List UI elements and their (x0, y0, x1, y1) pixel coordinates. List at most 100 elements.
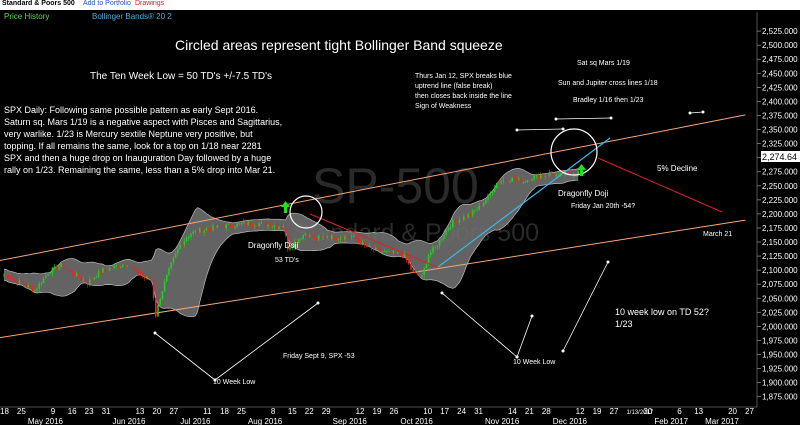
price-tick-label: 1,975.000 (762, 336, 798, 345)
pointer-end-1 (213, 378, 217, 382)
td52-note-2: 1/23 (615, 319, 633, 329)
date-tick-label: 23 (85, 407, 94, 416)
candle-body (190, 233, 192, 237)
candle-body (502, 180, 505, 182)
candle-body (377, 247, 379, 250)
date-tick-label: 16 (68, 407, 77, 416)
candle-body (119, 266, 122, 268)
pointer-end-1 (316, 301, 320, 305)
candle-body (203, 230, 205, 233)
candle-body (548, 172, 551, 176)
candle-body (36, 288, 38, 291)
channel-lower-line (0, 219, 746, 339)
candle-body (434, 246, 436, 248)
candle-body (276, 225, 278, 229)
price-history-legend[interactable]: Price History (4, 12, 50, 21)
date-tick-label: 19 (593, 407, 602, 416)
candle-body (537, 174, 540, 179)
date-tick-label: 12 (356, 407, 365, 416)
candle-body (49, 273, 51, 275)
candle-body (126, 265, 128, 267)
candle-body (135, 269, 137, 271)
candle-body (555, 174, 557, 177)
date-tick-label: 13 (135, 407, 144, 416)
bollinger-legend[interactable]: Bollinger Bands® 20 2 (92, 12, 172, 21)
candle-body (388, 250, 390, 252)
price-tick-label: 2,175.000 (762, 224, 798, 233)
date-tick-label: 13 (694, 407, 703, 416)
ten-week-low-left: 10 Week Low (213, 379, 256, 386)
date-tick-label: 8 (271, 407, 276, 416)
candle-body (45, 275, 47, 279)
headline: Circled areas represent tight Bollinger … (175, 37, 503, 53)
price-tick-label: 1,900.000 (762, 379, 798, 388)
candle-body (251, 225, 254, 227)
date-tick-label: 12 (576, 407, 585, 416)
bradley-note: Bradley 1/16 then 1/23 (573, 97, 644, 104)
bollinger-band-fill (4, 168, 579, 317)
candle-body (20, 280, 23, 284)
candle-body (542, 175, 544, 177)
candle-body (177, 249, 179, 254)
td53-note: 53 TD's (275, 257, 299, 264)
candle-body (350, 236, 353, 238)
pointer-end-2 (440, 291, 444, 295)
candle-body (291, 246, 293, 248)
candle-body (130, 266, 133, 267)
drawings-menu[interactable]: Drawings (135, 0, 165, 7)
jan12-note-1: Thurs Jan 12, SPX breaks blue (415, 73, 512, 80)
price-tick-label: 1,875.000 (762, 393, 798, 402)
candle-body (12, 279, 14, 281)
pointer-end-6 (609, 116, 613, 120)
dragonfly-arrow-left (281, 201, 290, 213)
candle-body (91, 279, 93, 281)
candle-body (128, 265, 131, 267)
candle-body (7, 275, 10, 279)
candle-body (511, 177, 513, 182)
candle-body (170, 262, 172, 269)
jan12-note-4: Sign of Weakness (415, 103, 472, 110)
candle-body (368, 245, 370, 247)
candle-body (416, 272, 419, 276)
pointer-end-5 (561, 127, 565, 131)
candle-body (69, 269, 71, 271)
candle-body (500, 181, 502, 184)
dragonfly-right-note: Dragonfly Doji (558, 189, 608, 198)
candle-body (553, 174, 555, 177)
candle-body (216, 225, 219, 228)
candle-body (546, 175, 549, 177)
candle-body (218, 225, 221, 227)
five-percent-decline-line (597, 157, 723, 213)
price-tick-label: 1,950.000 (762, 351, 798, 360)
candle-body (353, 235, 355, 237)
candle-body (86, 282, 89, 285)
date-tick-label: 21 (525, 407, 534, 416)
candle-body (14, 279, 16, 281)
add-to-portfolio-link[interactable]: Add to Portfolio (83, 0, 131, 7)
candle-body (139, 274, 142, 276)
candle-body (522, 182, 524, 184)
blue-uptrend-line (437, 137, 611, 268)
candle-body (34, 290, 36, 292)
pointer-line-7 (689, 111, 704, 114)
date-tick-label: 11 (203, 407, 212, 416)
pointer-line-6 (555, 117, 612, 120)
sat-sq-mars-note: Sat sq Mars 1/19 (577, 60, 630, 67)
candle-body (463, 216, 465, 221)
candle-body (236, 223, 238, 227)
candle-body (383, 251, 386, 252)
candle-body (64, 268, 67, 270)
candle-body (535, 174, 538, 176)
red-decline-line-sept (309, 213, 438, 268)
candle-body (25, 285, 27, 287)
candle-body (401, 255, 403, 258)
candle-body (111, 267, 113, 269)
candle-body (438, 239, 441, 246)
date-tick-label: Sep 2016 (333, 417, 368, 425)
candle-body (97, 270, 100, 278)
date-tick-label: 28 (542, 407, 551, 416)
candle-body (278, 226, 280, 229)
candle-body (324, 236, 326, 238)
